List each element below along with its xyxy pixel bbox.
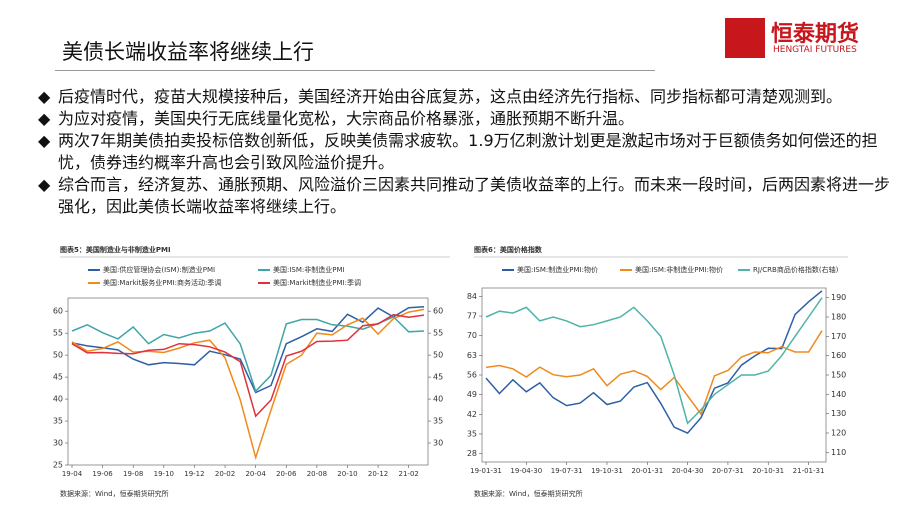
x-tick-label: 20-12 — [368, 470, 388, 478]
bullet-text: 两次7年期美债拍卖投标倍数创新低，反映美债需求疲软。1.9万亿刺激计划更是激起市… — [58, 131, 878, 172]
y2-tick-label: 150 — [831, 371, 846, 380]
y-tick-label: 45 — [53, 373, 63, 382]
x-tick-label: 21-01-31 — [793, 467, 825, 475]
y-tick-label: 55 — [53, 329, 63, 338]
y-tick-label: 42 — [467, 410, 477, 419]
y2-tick-label: 55 — [433, 329, 443, 338]
y-tick-label: 35 — [467, 429, 477, 438]
bullet: ◆ 两次7年期美债拍卖投标倍数创新低，反映美债需求疲软。1.9万亿刺激计划更是激起… — [38, 131, 878, 172]
legend-label: 美国:ISM:非制造业PMI:物价 — [635, 265, 723, 274]
y-tick-label: 56 — [467, 371, 477, 380]
legend-label: RJ/CRB商品价格指数(右轴) — [753, 265, 839, 274]
series-line — [485, 290, 823, 435]
series-line — [71, 306, 425, 394]
source: 数据来源：Wind，恒泰期货研究所 — [60, 489, 169, 498]
bullet-text: 综合而言，经济复苏、通胀预期、风险溢价三因素共同推动了美债收益率的上行。而未来一… — [58, 175, 891, 216]
y-tick-label: 49 — [467, 390, 477, 399]
x-tick-label: 20-02 — [215, 470, 235, 478]
y-tick-label: 30 — [53, 439, 63, 448]
x-tick-label: 20-10 — [337, 470, 357, 478]
chart-title: 图表6：美国价格指数 — [474, 245, 543, 254]
x-tick-label: 19-08 — [123, 470, 143, 478]
series-line — [485, 330, 823, 416]
y-tick-label: 77 — [467, 312, 477, 321]
y-tick-label: 35 — [53, 417, 63, 426]
y2-tick-label: 160 — [831, 351, 846, 360]
y-tick-label: 60 — [53, 307, 63, 316]
y2-tick-label: 130 — [831, 409, 846, 418]
bullet-text: 为应对疫情，美国央行无底线量化宽松，大宗商品价格暴涨，通胀预期不断升温。 — [58, 109, 635, 128]
logo-seal — [725, 18, 765, 58]
plot-frame — [67, 297, 429, 466]
x-tick-label: 20-04-30 — [672, 467, 704, 475]
legend-label: 美国:ISM:制造业PMI:物价 — [517, 265, 598, 274]
x-tick-label: 19-07-31 — [551, 467, 583, 475]
slide-title: 美债长端收益率将继续上行 — [62, 40, 314, 64]
y-tick-label: 25 — [53, 461, 63, 470]
bullet: ◆ 为应对疫情，美国央行无底线量化宽松，大宗商品价格暴涨，通胀预期不断升温。 — [38, 109, 635, 128]
y2-tick-label: 120 — [831, 429, 846, 438]
x-tick-label: 19-10-31 — [591, 467, 623, 475]
series-line — [71, 313, 425, 418]
y2-tick-label: 110 — [831, 448, 846, 457]
series-line — [71, 316, 425, 393]
y2-tick-label: 190 — [831, 293, 846, 302]
legend-label: 美国:Markit制造业PMI:季调 — [273, 278, 361, 287]
x-tick-label: 19-06 — [92, 470, 113, 478]
y2-tick-label: 45 — [433, 373, 443, 382]
series-line — [485, 297, 823, 425]
y-tick-label: 50 — [53, 351, 63, 360]
x-tick-label: 20-08 — [307, 470, 327, 478]
legend-label: 美国:Markit服务业PMI:商务活动:季调 — [103, 278, 221, 287]
y2-tick-label: 140 — [831, 390, 846, 399]
x-tick-label: 20-01-31 — [631, 467, 663, 475]
logo-en: HENGTAI FUTURES — [773, 45, 857, 55]
y2-tick-label: 180 — [831, 313, 846, 322]
x-tick-label: 19-04-30 — [510, 467, 542, 475]
x-tick-label: 19-01-31 — [470, 467, 502, 475]
bullet: ◆ 后疫情时代，疫苗大规模接种后，美国经济开始由谷底复苏，这点由经济先行指标、同步… — [38, 87, 843, 106]
y2-tick-label: 35 — [433, 417, 443, 426]
x-tick-label: 20-04 — [245, 470, 266, 478]
logo-name: 恒泰期货 — [771, 22, 860, 47]
bullet-text: 后疫情时代，疫苗大规模接种后，美国经济开始由谷底复苏，这点由经济先行指标、同步指… — [58, 87, 843, 106]
y2-tick-label: 40 — [433, 395, 443, 404]
bullet-list: ◆ 后疫情时代，疫苗大规模接种后，美国经济开始由谷底复苏，这点由经济先行指标、同步… — [38, 86, 890, 218]
y2-tick-label: 50 — [433, 351, 443, 360]
legend-label: 美国:供应管理协会(ISM):制造业PMI — [103, 265, 215, 274]
y2-tick-label: 30 — [433, 439, 443, 448]
y2-tick-label: 170 — [831, 332, 846, 341]
x-tick-label: 19-04 — [62, 470, 83, 478]
x-tick-label: 20-10-31 — [752, 467, 784, 475]
y2-tick-label: 60 — [433, 307, 443, 316]
y-tick-label: 84 — [467, 292, 477, 301]
x-tick-label: 20-06 — [276, 470, 297, 478]
y-tick-label: 40 — [53, 395, 63, 404]
y-tick-label: 63 — [467, 351, 477, 360]
bullet: ◆ 综合而言，经济复苏、通胀预期、风险溢价三因素共同推动了美债收益率的上行。而未来… — [38, 175, 891, 216]
series-line — [71, 308, 425, 461]
y-tick-label: 28 — [467, 449, 477, 458]
x-tick-label: 19-12 — [184, 470, 204, 478]
legend-label: 美国:ISM:非制造业PMI — [273, 265, 345, 274]
chart-title: 图表5：美国制造业与非制造业PMI — [60, 245, 171, 254]
title-rule — [55, 70, 655, 71]
x-tick-label: 21-02 — [399, 470, 419, 478]
x-tick-label: 19-10 — [154, 470, 174, 478]
source: 数据来源：Wind，恒泰期货研究所 — [474, 489, 583, 498]
x-tick-label: 20-07-31 — [712, 467, 744, 475]
y-tick-label: 70 — [467, 331, 477, 340]
